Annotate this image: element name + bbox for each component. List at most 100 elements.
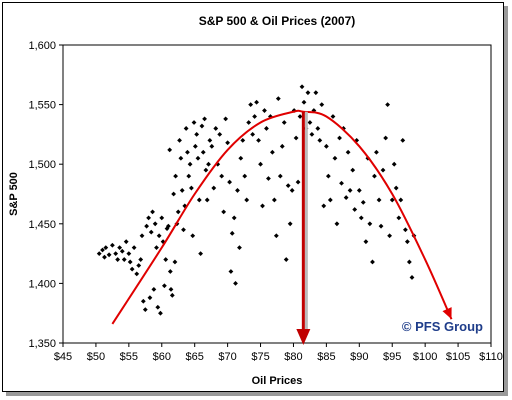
data-point — [396, 215, 402, 221]
data-point — [106, 252, 112, 258]
data-point — [271, 197, 277, 203]
data-point — [182, 203, 188, 209]
data-point — [181, 227, 186, 233]
data-point — [155, 304, 161, 310]
data-point — [275, 96, 281, 102]
data-point — [187, 161, 193, 167]
data-point — [100, 247, 105, 253]
data-point — [160, 239, 166, 245]
y-tick-label: 1,350 — [28, 338, 56, 350]
data-point — [192, 143, 198, 149]
data-point — [260, 203, 265, 209]
data-point — [374, 149, 379, 155]
data-point — [171, 191, 177, 197]
data-point — [238, 155, 244, 161]
data-point — [148, 229, 154, 235]
x-tick-label: $70 — [218, 351, 236, 363]
data-point — [228, 269, 234, 274]
data-point — [393, 185, 399, 191]
data-point — [266, 176, 271, 181]
data-point — [156, 233, 162, 239]
data-point — [281, 120, 287, 125]
data-point — [258, 161, 263, 167]
data-point — [115, 257, 121, 262]
data-point — [370, 259, 375, 265]
data-point — [301, 99, 307, 105]
data-point — [305, 90, 311, 96]
data-point — [186, 173, 192, 179]
data-point — [209, 143, 215, 149]
data-point — [142, 307, 148, 313]
data-point — [356, 188, 362, 193]
data-point — [179, 188, 185, 193]
x-tick-label: $110 — [479, 351, 503, 363]
data-point — [347, 188, 353, 193]
x-axis-title: Oil Prices — [252, 375, 303, 387]
data-point — [227, 179, 232, 185]
data-point — [215, 161, 221, 167]
data-point — [96, 251, 102, 256]
data-point — [398, 197, 404, 203]
data-point — [219, 173, 225, 179]
data-point — [269, 149, 275, 155]
data-point — [131, 245, 137, 251]
data-point — [237, 245, 242, 251]
data-point — [159, 215, 165, 221]
data-point — [207, 137, 213, 143]
x-tick-label: $75 — [251, 351, 269, 363]
data-point — [350, 167, 356, 173]
data-point — [291, 108, 297, 113]
data-point — [231, 215, 237, 221]
data-point — [167, 269, 173, 274]
data-point — [262, 108, 267, 113]
y-tick-label: 1,500 — [28, 159, 56, 171]
data-point — [339, 180, 344, 186]
data-point — [175, 209, 181, 215]
data-point — [289, 188, 295, 193]
data-point — [167, 147, 173, 153]
data-point — [367, 221, 373, 227]
data-point — [352, 207, 358, 212]
data-point — [385, 102, 391, 107]
data-point — [285, 183, 291, 189]
data-point — [162, 283, 167, 289]
data-point — [264, 126, 269, 131]
data-point — [119, 248, 125, 254]
y-axis: 1,350 1,400 1,450 1,500 1,550 1,600 — [28, 40, 63, 350]
data-point — [319, 102, 325, 107]
trend-curve — [111, 109, 453, 325]
data-point — [287, 221, 293, 227]
data-point — [178, 155, 184, 161]
x-tick-label: $105 — [446, 351, 470, 363]
data-point — [103, 245, 109, 251]
data-point — [202, 116, 207, 122]
x-tick-label: $100 — [413, 351, 437, 363]
data-point — [317, 137, 323, 143]
y-tick-label: 1,550 — [28, 100, 56, 112]
data-point — [389, 197, 395, 203]
data-point — [334, 221, 340, 227]
data-point — [297, 114, 303, 119]
data-point — [233, 281, 238, 286]
data-point — [332, 155, 338, 161]
data-point — [203, 167, 209, 173]
x-tick-label: $45 — [54, 351, 72, 363]
data-point — [127, 259, 133, 265]
data-point — [387, 233, 392, 239]
data-point — [307, 120, 313, 125]
y-axis-title: S&P 500 — [8, 172, 20, 216]
x-tick-label: $85 — [317, 351, 335, 363]
data-point — [129, 266, 135, 272]
data-point — [126, 251, 132, 256]
peak-arrow — [296, 111, 311, 345]
data-point — [200, 149, 206, 155]
data-point — [154, 245, 159, 251]
data-point — [250, 132, 256, 137]
data-point — [183, 126, 189, 131]
data-point — [403, 227, 408, 233]
y-tick-label: 1,450 — [28, 219, 56, 231]
data-point — [313, 90, 319, 96]
data-point — [204, 197, 210, 203]
data-point — [109, 242, 115, 248]
data-point — [225, 140, 231, 146]
